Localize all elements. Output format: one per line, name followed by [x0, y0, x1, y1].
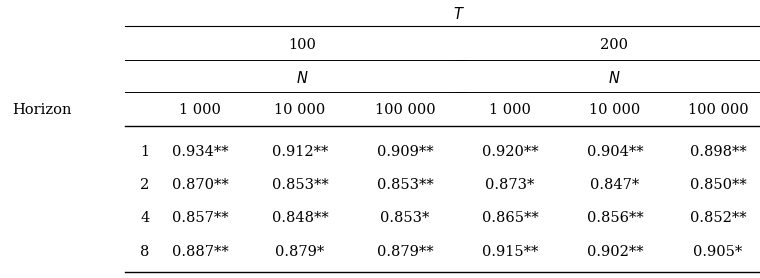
- Text: $N$: $N$: [296, 70, 309, 86]
- Text: 0.912**: 0.912**: [272, 145, 328, 159]
- Text: 1: 1: [141, 145, 150, 159]
- Text: 4: 4: [141, 211, 150, 225]
- Text: 2: 2: [141, 178, 150, 192]
- Text: 0.856**: 0.856**: [587, 211, 644, 225]
- Text: 0.934**: 0.934**: [172, 145, 228, 159]
- Text: $T$: $T$: [453, 6, 465, 22]
- Text: 0.853*: 0.853*: [380, 211, 429, 225]
- Text: 100: 100: [289, 38, 316, 52]
- Text: 0.915**: 0.915**: [482, 245, 538, 259]
- Text: 200: 200: [600, 38, 628, 52]
- Text: 8: 8: [141, 245, 150, 259]
- Text: 1 000: 1 000: [179, 103, 221, 117]
- Text: 1 000: 1 000: [489, 103, 531, 117]
- Text: 0.847*: 0.847*: [591, 178, 640, 192]
- Text: 0.853**: 0.853**: [271, 178, 328, 192]
- Text: 0.902**: 0.902**: [587, 245, 643, 259]
- Text: 0.887**: 0.887**: [172, 245, 228, 259]
- Text: $N$: $N$: [608, 70, 620, 86]
- Text: 0.853**: 0.853**: [377, 178, 433, 192]
- Text: 100 000: 100 000: [375, 103, 435, 117]
- Text: 0.879*: 0.879*: [275, 245, 325, 259]
- Text: 0.909**: 0.909**: [377, 145, 433, 159]
- Text: 100 000: 100 000: [688, 103, 749, 117]
- Text: 0.870**: 0.870**: [172, 178, 228, 192]
- Text: 0.879**: 0.879**: [377, 245, 433, 259]
- Text: Horizon: Horizon: [12, 103, 71, 117]
- Text: 0.850**: 0.850**: [689, 178, 746, 192]
- Text: 0.857**: 0.857**: [172, 211, 228, 225]
- Text: 0.865**: 0.865**: [482, 211, 538, 225]
- Text: 0.920**: 0.920**: [482, 145, 538, 159]
- Text: 0.905*: 0.905*: [693, 245, 743, 259]
- Text: 10 000: 10 000: [274, 103, 325, 117]
- Text: 0.852**: 0.852**: [689, 211, 746, 225]
- Text: 10 000: 10 000: [589, 103, 641, 117]
- Text: 0.904**: 0.904**: [587, 145, 643, 159]
- Text: 0.873*: 0.873*: [486, 178, 535, 192]
- Text: 0.898**: 0.898**: [689, 145, 746, 159]
- Text: 0.848**: 0.848**: [271, 211, 328, 225]
